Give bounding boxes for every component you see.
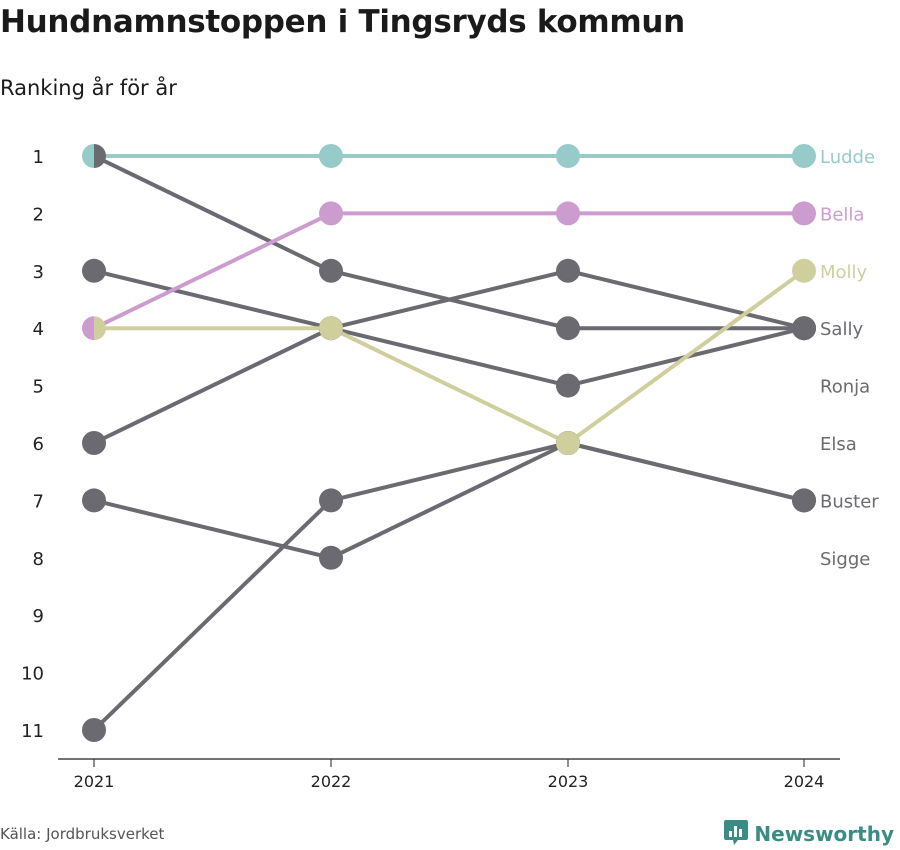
end-label-ronja: Ronja xyxy=(820,377,870,398)
marker-bella-2023 xyxy=(556,201,580,226)
marker-buster-2022 xyxy=(319,258,343,283)
series-line-molly xyxy=(92,268,806,445)
brand-name: Newsworthy xyxy=(754,822,894,846)
marker-sigge-2024 xyxy=(792,488,816,513)
y-tick-label-9: 9 xyxy=(33,606,44,627)
marker-ludde-2022 xyxy=(319,144,343,168)
end-labels: Ludde Bella Molly Sally Ronja Elsa Buster Sigge xyxy=(820,147,879,570)
marker-sally-2021 xyxy=(82,258,106,283)
y-tick-label-3: 3 xyxy=(33,262,44,283)
x-axis: 2021 2022 2023 2024 xyxy=(74,759,825,791)
end-label-molly: Molly xyxy=(820,262,868,283)
x-tick-label-2023: 2023 xyxy=(548,772,589,791)
series-markers xyxy=(82,144,816,742)
brand-logo: Newsworthy xyxy=(723,818,894,850)
marker-elsa-2022 xyxy=(319,545,343,570)
end-label-sigge: Sigge xyxy=(820,549,870,570)
x-tick-label-2024: 2024 xyxy=(784,772,825,791)
marker-bella-2021 xyxy=(82,316,94,341)
end-label-elsa: Elsa xyxy=(820,434,857,455)
marker-buster-2021 xyxy=(94,144,106,168)
end-label-buster: Buster xyxy=(820,491,879,512)
marker-sigge-2022 xyxy=(319,488,343,513)
end-label-ludde: Ludde xyxy=(820,147,875,168)
marker-sally-2023 xyxy=(556,373,580,398)
marker-molly-2023 xyxy=(556,431,580,455)
marker-bella-2024 xyxy=(792,201,816,226)
chart-title: Hundnamnstoppen i Tingsryds kommun xyxy=(0,4,685,40)
y-tick-label-11: 11 xyxy=(21,721,44,742)
marker-buster-2024 xyxy=(792,316,816,341)
marker-bella-2022 xyxy=(319,201,343,226)
y-tick-label-10: 10 xyxy=(21,664,44,685)
marker-molly-2021 xyxy=(94,316,107,341)
marker-molly-2024 xyxy=(792,258,816,283)
bump-chart: 1 2 3 4 5 6 7 8 9 10 11 2021 2022 2023 2024 Ludde Bell… xyxy=(21,144,879,791)
x-tick-label-2022: 2022 xyxy=(311,772,352,791)
y-tick-label-1: 1 xyxy=(33,147,44,168)
y-tick-label-8: 8 xyxy=(33,549,44,570)
marker-sigge-2021 xyxy=(82,718,106,742)
marker-buster-2023 xyxy=(556,316,580,341)
marker-molly-2022 xyxy=(319,316,343,341)
x-tick-label-2021: 2021 xyxy=(74,772,115,791)
series-line-bella xyxy=(92,211,806,331)
series-lines xyxy=(92,154,806,732)
marker-ronja-2023 xyxy=(556,258,580,283)
y-tick-label-5: 5 xyxy=(33,377,44,398)
series-line-buster xyxy=(92,154,806,331)
end-label-bella: Bella xyxy=(820,204,864,225)
series-line-elsa xyxy=(92,441,806,560)
source-note: Källa: Jordbruksverket xyxy=(0,825,165,843)
marker-ludde-2021 xyxy=(82,144,94,168)
y-tick-label-4: 4 xyxy=(33,319,44,340)
chart-subtitle: Ranking år för år xyxy=(0,76,177,100)
series-line-sigge xyxy=(92,441,806,732)
bar-chart-logo-icon xyxy=(723,818,749,850)
y-axis: 1 2 3 4 5 6 7 8 9 10 11 xyxy=(21,147,44,742)
marker-elsa-2021 xyxy=(82,488,106,513)
marker-ludde-2024 xyxy=(792,144,816,168)
marker-ronja-2021 xyxy=(82,431,106,455)
end-label-sally: Sally xyxy=(820,319,863,340)
marker-ludde-2023 xyxy=(556,144,580,168)
y-tick-label-7: 7 xyxy=(33,491,44,512)
y-tick-label-2: 2 xyxy=(33,204,44,225)
y-tick-label-6: 6 xyxy=(33,434,44,455)
